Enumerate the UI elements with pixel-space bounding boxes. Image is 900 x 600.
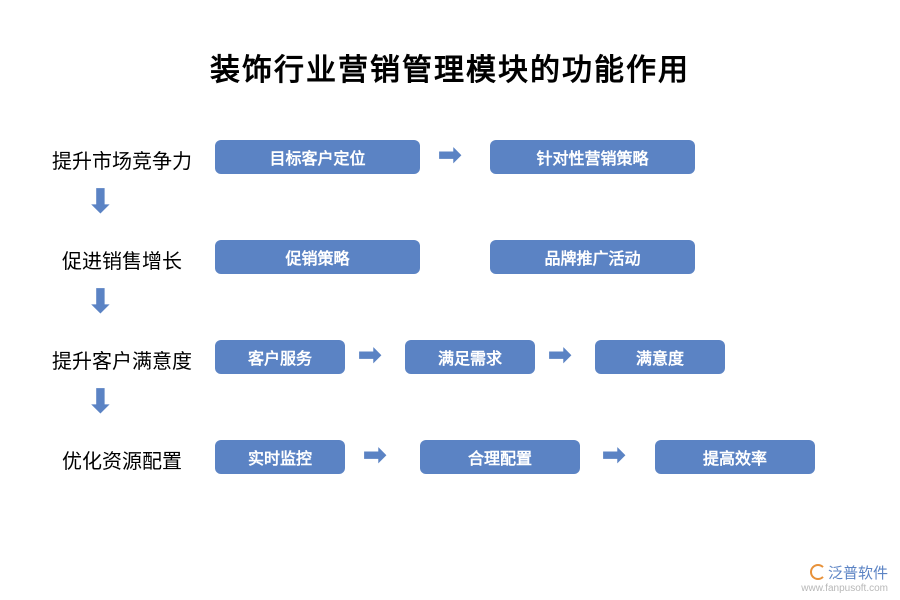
flow-box: 实时监控 <box>215 440 345 474</box>
flow-box: 满足需求 <box>405 340 535 374</box>
flow-box: 目标客户定位 <box>215 140 420 174</box>
flow-box: 促销策略 <box>215 240 420 274</box>
category-label: 提升市场竞争力 <box>42 145 202 174</box>
arrow-right-icon: ➡ <box>438 138 461 171</box>
watermark-url: www.fanpusoft.com <box>801 583 888 594</box>
arrow-right-icon: ➡ <box>602 438 625 471</box>
flow-box: 满意度 <box>595 340 725 374</box>
arrow-down-icon: ⬇ <box>87 382 114 420</box>
flow-box: 客户服务 <box>215 340 345 374</box>
category-label: 促进销售增长 <box>52 245 192 274</box>
flow-box: 品牌推广活动 <box>490 240 695 274</box>
arrow-down-icon: ⬇ <box>87 282 114 320</box>
watermark: 泛普软件 www.fanpusoft.com <box>801 562 888 594</box>
flow-box: 针对性营销策略 <box>490 140 695 174</box>
arrow-right-icon: ➡ <box>363 438 386 471</box>
arrow-down-icon: ⬇ <box>87 182 114 220</box>
arrow-right-icon: ➡ <box>548 338 571 371</box>
category-label: 优化资源配置 <box>52 445 192 474</box>
page-title: 装饰行业营销管理模块的功能作用 <box>0 0 900 89</box>
arrow-right-icon: ➡ <box>358 338 381 371</box>
logo-icon <box>810 564 826 580</box>
flow-box: 提高效率 <box>655 440 815 474</box>
category-label: 提升客户满意度 <box>42 345 202 374</box>
flow-box: 合理配置 <box>420 440 580 474</box>
watermark-name: 泛普软件 <box>828 565 888 582</box>
